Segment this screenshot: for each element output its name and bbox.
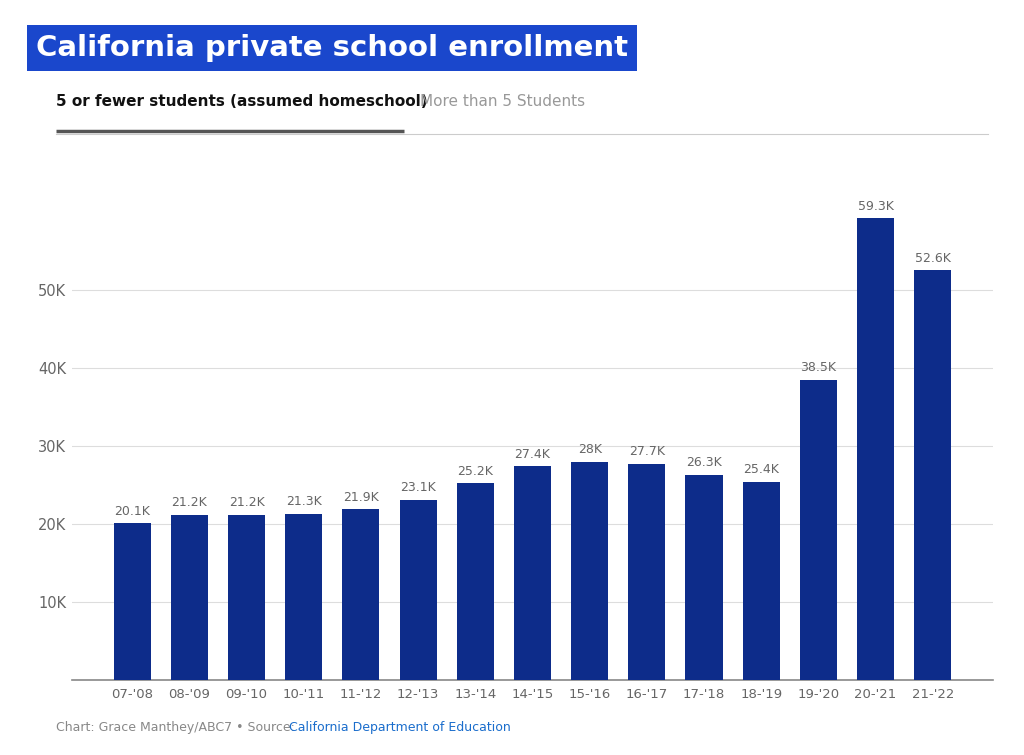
Bar (571, 461, 608, 680)
Text: 27.4K: 27.4K (514, 448, 551, 461)
Text: Chart: Grace Manthey/ABC7 • Source:: Chart: Grace Manthey/ABC7 • Source: (56, 721, 299, 734)
Text: 28K: 28K (578, 443, 602, 456)
Bar (285, 513, 323, 680)
Text: 52.6K: 52.6K (914, 251, 950, 265)
Text: 21.3K: 21.3K (286, 495, 322, 508)
Bar (457, 483, 494, 680)
Text: More than 5 Students: More than 5 Students (420, 94, 585, 109)
Text: 59.3K: 59.3K (858, 199, 894, 213)
Text: 25.4K: 25.4K (743, 464, 779, 476)
Text: California private school enrollment: California private school enrollment (36, 34, 628, 62)
Bar (857, 218, 894, 680)
Bar (514, 467, 551, 680)
Text: 21.9K: 21.9K (343, 491, 379, 504)
Text: 21.2K: 21.2K (171, 496, 207, 509)
Text: California Department of Education: California Department of Education (289, 721, 511, 734)
Text: 25.2K: 25.2K (458, 465, 494, 478)
Bar (399, 500, 436, 680)
Text: 23.1K: 23.1K (400, 481, 436, 495)
Bar (742, 482, 780, 680)
Text: 20.1K: 20.1K (115, 504, 151, 518)
Text: 5 or fewer students (assumed homeschool): 5 or fewer students (assumed homeschool) (56, 94, 428, 109)
Bar (114, 523, 151, 680)
Text: 27.7K: 27.7K (629, 445, 665, 458)
Bar (629, 464, 666, 680)
Bar (914, 270, 951, 680)
Text: 21.2K: 21.2K (228, 496, 264, 509)
Bar (171, 514, 208, 680)
Bar (342, 509, 380, 680)
Bar (228, 514, 265, 680)
Text: 38.5K: 38.5K (801, 362, 837, 374)
Text: 26.3K: 26.3K (686, 456, 722, 470)
Bar (800, 380, 837, 680)
Bar (685, 475, 723, 680)
